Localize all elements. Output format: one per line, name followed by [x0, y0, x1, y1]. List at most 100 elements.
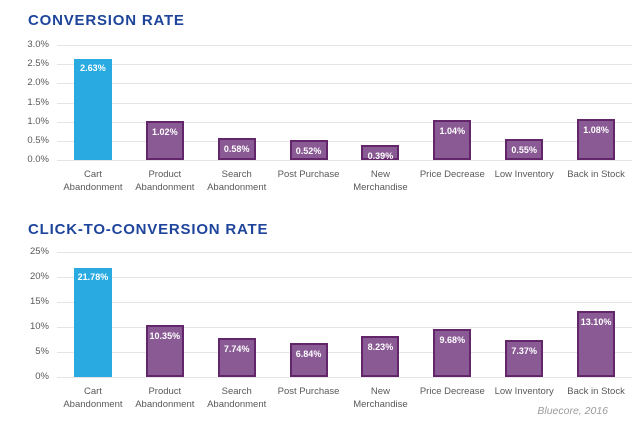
- gridline: [57, 64, 632, 65]
- bar-slot: 9.68%: [416, 252, 488, 377]
- y-axis-tick-label: 3.0%: [27, 39, 49, 50]
- y-axis-tick-label: 15%: [29, 296, 49, 307]
- bar-slot: 0.55%: [488, 45, 560, 160]
- bar-value-label: 0.52%: [295, 146, 322, 156]
- y-axis-tick-label: 5%: [35, 346, 49, 357]
- gridline: [57, 45, 632, 46]
- bar-slot: 1.08%: [560, 45, 632, 160]
- bar-back-in-stock: 1.08%: [577, 119, 616, 160]
- category-label: Back in Stock: [567, 169, 625, 180]
- category-label: New Merchandise: [353, 169, 408, 193]
- bar-new-merchandise: 8.23%: [361, 336, 400, 377]
- bar-value-label: 21.78%: [77, 272, 109, 282]
- y-axis-tick-label: 0.0%: [27, 154, 49, 165]
- gridline: [57, 160, 632, 161]
- gridline: [57, 327, 632, 328]
- bar-cart-abandonment: 21.78%: [73, 268, 112, 377]
- chart-title-click-to-conversion-rate: CLICK-TO-CONVERSION RATE: [28, 221, 269, 238]
- bar-slot: 7.74%: [201, 252, 273, 377]
- bar-slot: 13.10%: [560, 252, 632, 377]
- bar-slot: 0.52%: [273, 45, 345, 160]
- category-label: Product Abandonment: [135, 169, 195, 193]
- category-label: Price Decrease: [419, 386, 485, 397]
- bar-search-abandonment: 0.58%: [217, 138, 256, 160]
- gridline: [57, 277, 632, 278]
- category-label: Search Abandonment: [207, 386, 267, 410]
- bar-value-label: 0.55%: [511, 145, 537, 155]
- bar-value-label: 7.37%: [511, 346, 537, 356]
- conversion-rate-plot-area: 3.0% 2.5% 2.0% 1.5% 1.0% 0.5% 0.0% 2.63% 1.02% 0.…: [27, 39, 632, 165]
- category-label: Product Abandonment: [135, 386, 195, 410]
- click-to-conversion-rate-category-axis: Cart Abandonment Product Abandonment Searc…: [57, 385, 632, 411]
- y-axis-tick-label: 10%: [29, 321, 49, 332]
- category-label: Back in Stock: [567, 386, 625, 397]
- bar-value-label: 10.35%: [149, 331, 181, 341]
- y-axis-tick-label: 1.0%: [27, 116, 49, 127]
- category-label: Cart Abandonment: [63, 386, 123, 410]
- bar-value-label: 13.10%: [580, 317, 612, 327]
- conversion-rate-category-axis: Cart Abandonment Product Abandonment Searc…: [57, 168, 632, 194]
- gridline: [57, 122, 632, 123]
- bar-series: 2.63% 1.02% 0.58% 0.52% 0.39% 1.04% 0.55% 1.08%: [57, 45, 632, 161]
- bar-post-purchase: 6.84%: [289, 343, 328, 377]
- y-axis-tick-label: 25%: [29, 246, 49, 257]
- y-axis-tick-label: 20%: [29, 271, 49, 282]
- bar-slot: 1.04%: [416, 45, 488, 160]
- source-attribution: Bluecore, 2016: [537, 405, 608, 417]
- bar-value-label: 2.63%: [80, 63, 106, 73]
- category-label: Cart Abandonment: [63, 169, 123, 193]
- gridline: [57, 141, 632, 142]
- bar-low-inventory: 7.37%: [505, 340, 544, 377]
- bar-price-decrease: 1.04%: [433, 120, 472, 160]
- bar-value-label: 7.74%: [223, 344, 250, 354]
- bar-value-label: 1.08%: [583, 125, 609, 135]
- bar-value-label: 0.39%: [367, 151, 394, 161]
- bar-slot: 21.78%: [57, 252, 129, 377]
- gridline: [57, 103, 632, 104]
- bar-value-label: 1.02%: [152, 127, 178, 137]
- bar-value-label: 0.58%: [223, 144, 250, 154]
- category-label: New Merchandise: [353, 386, 408, 410]
- category-label: Low Inventory: [494, 169, 554, 180]
- category-label: Price Decrease: [419, 169, 485, 180]
- bar-back-in-stock: 13.10%: [577, 311, 616, 377]
- bar-new-merchandise: 0.39%: [361, 145, 400, 161]
- y-axis-tick-label: 0%: [35, 371, 49, 382]
- bar-product-abandonment: 10.35%: [145, 325, 184, 377]
- gridline: [57, 252, 632, 253]
- bar-value-label: 9.68%: [439, 335, 466, 345]
- bar-product-abandonment: 1.02%: [145, 121, 184, 160]
- bar-slot: 2.63%: [57, 45, 129, 160]
- bar-slot: 10.35%: [129, 252, 201, 377]
- bar-low-inventory: 0.55%: [505, 139, 544, 160]
- bar-price-decrease: 9.68%: [433, 329, 472, 377]
- y-axis-tick-label: 2.5%: [27, 58, 49, 69]
- bar-search-abandonment: 7.74%: [217, 338, 256, 377]
- gridline: [57, 377, 632, 378]
- bar-slot: 0.58%: [201, 45, 273, 160]
- bar-slot: 1.02%: [129, 45, 201, 160]
- bar-value-label: 1.04%: [439, 126, 466, 136]
- y-axis-tick-label: 0.5%: [27, 135, 49, 146]
- category-label: Post Purchase: [277, 386, 340, 397]
- bar-slot: 0.39%: [345, 45, 417, 161]
- click-to-conversion-rate-plot-area: 25% 20% 15% 10% 5% 0% 21.78% 10.35% 7.74% 6.84% 8.…: [30, 246, 632, 382]
- bar-cart-abandonment: 2.63%: [73, 59, 112, 160]
- bar-slot: 6.84%: [273, 252, 345, 377]
- bar-value-label: 8.23%: [367, 342, 394, 352]
- bar-slot: 7.37%: [488, 252, 560, 377]
- chart-title-conversion-rate: CONVERSION RATE: [28, 12, 185, 29]
- y-axis-tick-label: 1.5%: [27, 97, 49, 108]
- gridline: [57, 302, 632, 303]
- bar-slot: 8.23%: [345, 252, 417, 377]
- bar-series: 21.78% 10.35% 7.74% 6.84% 8.23% 9.68% 7.37% 13.…: [57, 252, 632, 377]
- gridline: [57, 83, 632, 84]
- gridline: [57, 352, 632, 353]
- y-axis-tick-label: 2.0%: [27, 77, 49, 88]
- bar-post-purchase: 0.52%: [289, 140, 328, 160]
- bar-value-label: 6.84%: [295, 349, 322, 359]
- category-label: Search Abandonment: [207, 169, 267, 193]
- category-label: Post Purchase: [277, 169, 340, 180]
- category-label: Low Inventory: [494, 386, 554, 397]
